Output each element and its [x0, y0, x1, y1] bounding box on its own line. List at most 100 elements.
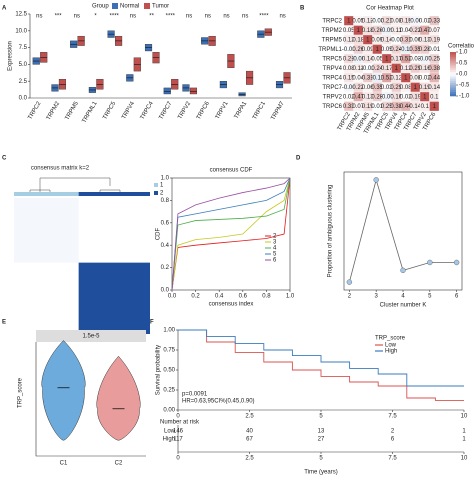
cell-label: 0.08 [390, 18, 402, 24]
box [171, 78, 179, 90]
legend-label: 2 [273, 234, 277, 240]
colorbar-step [450, 63, 456, 66]
x-tick-label: 4 [401, 294, 405, 300]
risk-count: 40 [246, 429, 253, 435]
y-tick-label: 0.50 [163, 368, 175, 374]
consensus-block [14, 198, 79, 263]
cell-label: 0.04 [352, 75, 364, 81]
violin [96, 355, 141, 441]
cell-label: -0.07 [380, 94, 394, 100]
cell-label: 0.33 [343, 104, 355, 110]
y-tick-label: 1.0 [161, 176, 170, 182]
colorbar-step [450, 60, 456, 64]
cell-label: -0.02 [361, 66, 375, 72]
row-label: TRPC5 [322, 56, 342, 62]
cell-label: 0.14 [409, 104, 421, 110]
row-label: TRPM2 [322, 28, 343, 34]
cell-label: 1 [376, 47, 380, 53]
plot-frame [171, 177, 291, 291]
significance-label: ns [279, 14, 285, 20]
cell-label: 0.13 [419, 37, 431, 43]
point [346, 279, 353, 285]
title-strip [36, 330, 146, 342]
legend-label: Low [385, 343, 397, 349]
colorbar-step [450, 65, 456, 68]
y-tick-label: 0.8 [161, 198, 170, 204]
cell-label: -0.07 [418, 56, 432, 62]
cell-label: 0.22 [409, 28, 421, 34]
row-label: TRPC4 [322, 75, 342, 81]
colorbar-step [450, 56, 456, 59]
cell-label: 1 [366, 37, 370, 43]
annotation: HR=0.63,95CI%(0.45,0.90) [182, 399, 255, 405]
colorbar-step [450, 74, 456, 77]
cell-label: 0.19 [362, 104, 374, 110]
colorbar-step [450, 85, 456, 88]
colorbar-label: 0.5 [459, 61, 468, 67]
x-tick-label: 0.0 [168, 294, 177, 300]
cell-label: 0.31 [362, 75, 374, 81]
x-axis-label: Time (years) [304, 470, 337, 476]
cell-label: -0.03 [370, 18, 384, 24]
violin [41, 340, 86, 441]
x-tick-label: 0.6 [239, 294, 248, 300]
cell-label: 0.12 [362, 18, 374, 24]
cell-label: 1 [423, 94, 427, 100]
panel-letter: B [300, 6, 305, 12]
risk-count: 6 [391, 437, 395, 443]
cdf-line [171, 177, 291, 291]
cell-label: 0.15 [343, 75, 355, 81]
cell-label: 0.05 [381, 47, 393, 53]
cell-label: 1 [385, 56, 389, 62]
cell-label: 0.02 [343, 94, 355, 100]
x-tick-label: 6 [455, 294, 459, 300]
cell-label: 0.13 [362, 94, 374, 100]
cell-label: 0.33 [428, 18, 440, 24]
colorbar-label: -1.0 [459, 94, 470, 100]
cell-label: 0.14 [381, 37, 393, 43]
axis-line [35, 342, 146, 457]
legend-swatch [144, 3, 150, 9]
chart-title: 1.5e-5 [82, 334, 100, 340]
colorbar-step [450, 54, 456, 57]
colorbar-step [450, 93, 456, 97]
box [238, 92, 246, 97]
y-tick-label: 12.5 [15, 12, 27, 18]
cell-label: -0.09 [380, 28, 394, 34]
colorbar-step [450, 82, 456, 86]
cell-label: 0.21 [343, 56, 355, 62]
cdf-line [171, 177, 291, 291]
row-label: TRPC2 [322, 18, 342, 24]
x-tick-label: 10 [461, 456, 468, 462]
x-tick-label: C2 [115, 461, 123, 467]
cell-label: 0.22 [352, 85, 364, 91]
cell-label: 0.01 [371, 104, 383, 110]
risk-count: 146 [173, 429, 184, 435]
x-tick-label: 5 [319, 456, 323, 462]
y-axis-label: Survival probability [156, 345, 162, 395]
cell-label: 0.12 [343, 37, 355, 43]
panel-letter: C [2, 156, 7, 162]
cell-label: 0.47 [352, 94, 364, 100]
cell-label: 0.28 [419, 47, 431, 53]
box [163, 87, 171, 95]
box [96, 78, 104, 90]
y-axis-label: TRP_score [18, 377, 24, 408]
cell-label: 0.25 [428, 56, 440, 62]
colorbar-step [450, 78, 456, 81]
cell-label: 0.16 [390, 94, 402, 100]
significance-label: ** [149, 14, 154, 20]
cell-label: 0.11 [353, 66, 365, 72]
significance-label: ns [74, 14, 80, 20]
x-tick-label: 0.4 [215, 294, 224, 300]
cell-label: 0.07 [428, 28, 440, 34]
x-tick-label: 7.5 [388, 414, 397, 420]
cell-label: 0.35 [409, 47, 421, 53]
cell-label: 0.21 [381, 18, 393, 24]
significance-label: **** [259, 14, 269, 20]
box [40, 52, 48, 63]
y-tick-label: 5.0 [19, 62, 28, 68]
cell-label: 1 [347, 18, 351, 24]
cell-label: 0.25 [381, 104, 393, 110]
colorbar-step [450, 71, 456, 75]
